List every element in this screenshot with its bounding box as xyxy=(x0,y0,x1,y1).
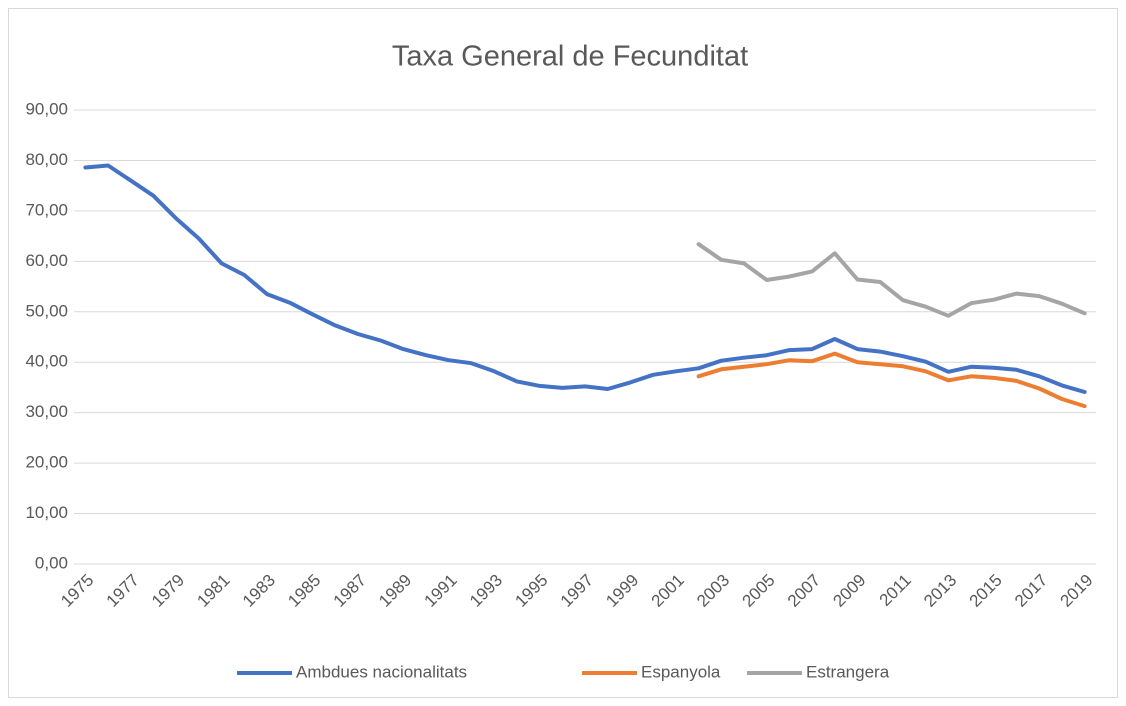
y-tick-label: 80,00 xyxy=(25,150,68,169)
y-tick-label: 20,00 xyxy=(25,453,68,472)
legend-label: Ambdues nacionalitats xyxy=(296,662,467,681)
series-line xyxy=(696,242,1087,318)
y-tick-label: 70,00 xyxy=(25,200,68,219)
y-tick-label: 10,00 xyxy=(25,503,68,522)
series-line xyxy=(696,351,1087,409)
y-tick-label: 50,00 xyxy=(25,301,68,320)
series-line xyxy=(83,163,1087,394)
legend-label: Espanyola xyxy=(641,662,721,681)
legend-label: Estrangera xyxy=(806,662,890,681)
y-tick-label: 90,00 xyxy=(25,99,68,118)
y-tick-label: 0,00 xyxy=(35,553,68,572)
chart-border xyxy=(8,8,1118,698)
y-tick-label: 40,00 xyxy=(25,352,68,371)
y-tick-label: 60,00 xyxy=(25,251,68,270)
chart-title: Taxa General de Fecunditat xyxy=(392,41,748,73)
y-tick-label: 30,00 xyxy=(25,402,68,421)
